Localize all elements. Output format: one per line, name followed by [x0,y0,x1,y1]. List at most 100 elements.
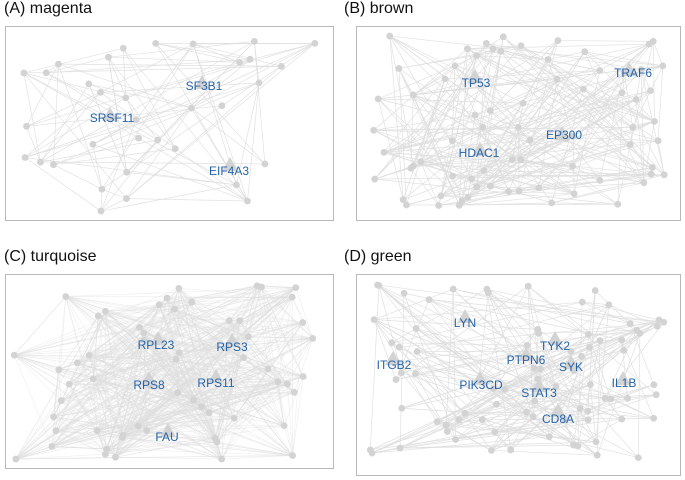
network-edge [96,332,145,431]
network-edge [267,322,304,370]
network-edge [92,304,160,380]
network-edge [402,102,524,200]
network-edge [105,391,295,455]
network-edge [122,392,178,438]
network-edge [582,301,631,324]
network-edge [115,357,244,458]
network-edge [143,332,216,439]
network-edge [14,354,304,377]
network-edge [467,48,631,145]
network-edge [178,288,285,426]
network-edge [88,83,192,109]
network-edge [520,43,650,161]
network-edge [143,332,210,413]
network-edge [191,301,240,321]
network-edge [92,378,123,438]
network-edge [51,383,288,447]
network-edge [395,361,611,400]
network-edge [51,392,178,447]
network-edge [438,190,520,206]
network-edge [122,301,193,436]
network-edge [174,308,228,349]
network-edge [68,327,140,385]
network-edge [389,35,663,67]
network-edge [65,296,194,401]
network-node [524,282,532,290]
network-edge [277,381,285,426]
network-node [487,446,495,454]
network-edge [53,392,178,418]
network-node [650,414,658,422]
network-edge [191,59,251,109]
network-node [486,107,494,115]
network-edge [58,63,282,67]
network-edge [452,175,463,201]
network-edge [201,406,223,460]
network-edge [410,138,567,169]
network-edge [139,301,192,328]
network-edge [175,322,303,360]
network-edge [557,78,655,122]
network-edge [105,357,244,455]
network-edge [105,311,235,419]
network-edge [201,406,216,439]
network-edge [229,287,296,321]
network-edge [652,41,655,122]
network-node [554,37,562,44]
network-edge [256,285,295,393]
network-edge [68,304,160,385]
network-edge [377,284,664,323]
network-edge [88,355,147,431]
network-edge [53,369,60,417]
network-edge [89,287,296,356]
network-edge [25,157,237,186]
hub-marker [160,423,176,437]
network-node [225,317,233,324]
network-edge [137,352,180,427]
network-edge [229,320,295,393]
network-edge [58,369,210,414]
network-edge [88,354,151,386]
network-edge [201,368,269,408]
network-edge [175,287,296,360]
network-edge [96,304,160,431]
network-node [569,133,577,140]
network-edge [96,406,202,431]
network-node [480,167,488,174]
network-edge [77,322,303,364]
network-edge [420,43,487,162]
network-edge [157,337,244,358]
network-edge [226,287,296,349]
network-node [94,312,102,320]
hubs-c: RPL23 RPS3 RPS8 RPS11 FAU [133,331,248,444]
network-edge [287,338,314,385]
network-edge [157,322,303,339]
network-node [478,416,486,424]
network-edge [115,320,230,458]
hub-label-eif4a3: EIF4A3 [209,164,249,178]
network-edge [413,78,446,96]
network-edge [437,421,597,443]
network-edge [14,354,218,443]
network-edge [96,287,296,431]
network-edge [106,304,160,450]
network-node [620,346,628,354]
network-edge [77,362,222,460]
network-node [471,111,479,119]
network-node [102,307,109,315]
network-edge [122,288,180,438]
network-node [105,53,112,61]
network-edge [105,310,244,358]
network-edge [192,43,248,202]
network-edge [175,336,249,360]
network-edge [51,359,177,447]
network-edge [478,323,631,381]
network-edge [122,383,288,438]
network-edge [92,378,222,460]
network-edge [243,286,262,358]
network-edge [166,297,228,349]
network-edge [14,327,140,356]
network-node [398,404,406,412]
network-edge [150,287,296,386]
network-edge [77,311,106,364]
